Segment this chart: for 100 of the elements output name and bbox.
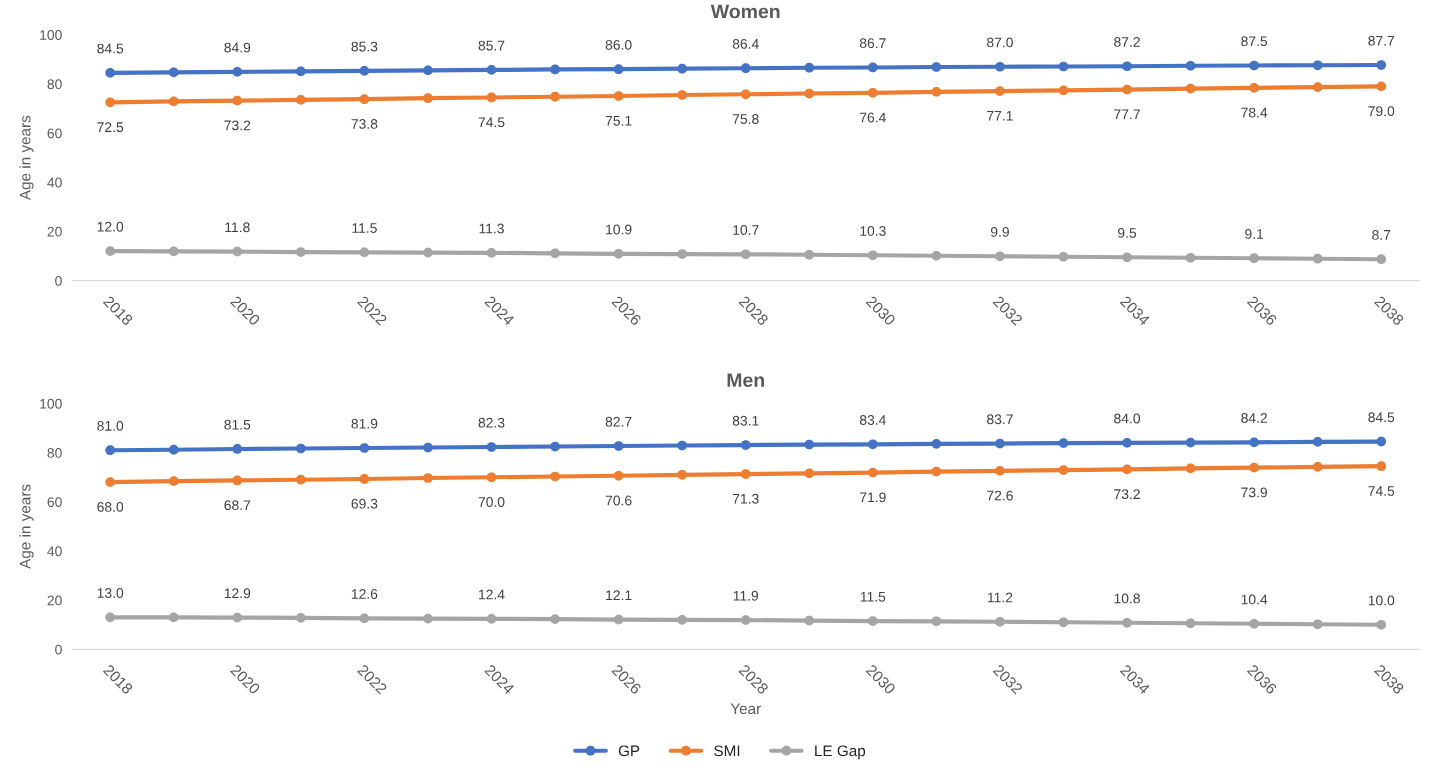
point	[867, 616, 878, 626]
data-label: 79.0	[1368, 106, 1395, 117]
point	[804, 439, 815, 450]
y-tick-label: 100	[40, 30, 62, 40]
data-label: 86.4	[732, 38, 759, 49]
data-label: 10.7	[733, 225, 759, 235]
point	[359, 474, 370, 484]
point	[105, 246, 116, 256]
point	[995, 251, 1005, 262]
point	[168, 67, 179, 78]
data-label: 11.5	[860, 591, 886, 602]
legend-label: SMI	[714, 745, 740, 757]
point	[550, 441, 560, 452]
point	[677, 63, 688, 74]
point	[613, 248, 624, 259]
data-label: 76.4	[860, 112, 886, 123]
data-label: 12.1	[606, 590, 632, 601]
data-label: 11.8	[225, 222, 250, 233]
point	[1058, 251, 1069, 262]
data-label: 10.3	[860, 226, 886, 236]
point	[232, 95, 243, 106]
data-label: 12.0	[97, 221, 124, 232]
point	[168, 476, 179, 487]
point	[1376, 619, 1387, 630]
point	[1312, 253, 1323, 264]
point	[1122, 437, 1132, 448]
point	[867, 250, 878, 261]
point	[1249, 462, 1260, 473]
data-label: 69.3	[351, 498, 378, 509]
y-axis-title: Age in years	[19, 115, 34, 201]
point	[1058, 438, 1069, 448]
data-label: 73.2	[1114, 489, 1140, 500]
data-label: 77.1	[987, 111, 1013, 121]
point	[550, 64, 560, 75]
point	[931, 250, 942, 261]
point	[486, 472, 497, 483]
point	[995, 616, 1005, 627]
data-label: 81.5	[224, 419, 251, 430]
y-tick-label: 80	[47, 448, 62, 458]
point	[295, 247, 306, 257]
data-label: 72.6	[987, 490, 1013, 501]
point	[740, 89, 751, 100]
point	[168, 612, 179, 623]
data-label: 73.2	[224, 120, 251, 131]
point	[295, 66, 306, 77]
point	[295, 95, 306, 105]
y-tick-label: 100	[40, 398, 62, 409]
data-label: 75.1	[605, 115, 632, 126]
point	[804, 468, 815, 479]
point	[359, 66, 370, 76]
point	[677, 614, 688, 625]
legend-label: LE Gap	[815, 745, 866, 760]
data-label: 87.5	[1241, 36, 1268, 47]
data-label: 12.6	[351, 589, 378, 599]
point	[995, 466, 1005, 476]
point	[1312, 619, 1323, 630]
point	[1185, 618, 1196, 629]
point	[613, 91, 624, 101]
point	[1058, 85, 1069, 96]
point	[677, 90, 688, 100]
data-label: 11.3	[479, 223, 504, 234]
data-label: 84.2	[1241, 413, 1267, 423]
data-label: 85.7	[478, 40, 505, 51]
y-tick-label: 40	[47, 546, 62, 557]
data-label: 82.7	[605, 416, 632, 427]
point	[486, 442, 497, 452]
data-label: 11.5	[352, 223, 377, 233]
point	[931, 62, 942, 72]
point	[1249, 437, 1260, 448]
point	[931, 86, 942, 97]
data-label: 70.6	[605, 495, 632, 506]
point	[1249, 83, 1260, 93]
y-tick-label: 60	[47, 497, 62, 507]
point	[168, 246, 179, 257]
point	[168, 96, 179, 107]
data-label: 9.1	[1245, 228, 1264, 239]
point	[1312, 436, 1323, 447]
data-label: 9.5	[1118, 228, 1137, 238]
data-label: 8.7	[1372, 229, 1391, 240]
data-label: 11.9	[733, 590, 759, 601]
data-label: 78.4	[1241, 107, 1268, 118]
point	[1122, 617, 1132, 628]
data-label: 10.9	[606, 224, 632, 235]
x-axis-title: Year	[730, 703, 761, 715]
data-label: 12.4	[479, 589, 505, 600]
point	[867, 439, 878, 450]
data-label: 83.7	[987, 414, 1013, 425]
point	[232, 444, 243, 454]
data-label: 10.0	[1368, 595, 1395, 606]
point	[740, 440, 751, 450]
point	[1376, 461, 1387, 472]
point	[613, 64, 624, 75]
point	[740, 615, 751, 625]
data-label: 87.0	[987, 37, 1013, 48]
point	[1312, 462, 1323, 472]
point	[550, 91, 560, 102]
data-label: 13.0	[97, 588, 124, 598]
data-label: 72.5	[97, 122, 124, 133]
point	[105, 68, 116, 78]
data-label: 85.3	[351, 41, 378, 52]
